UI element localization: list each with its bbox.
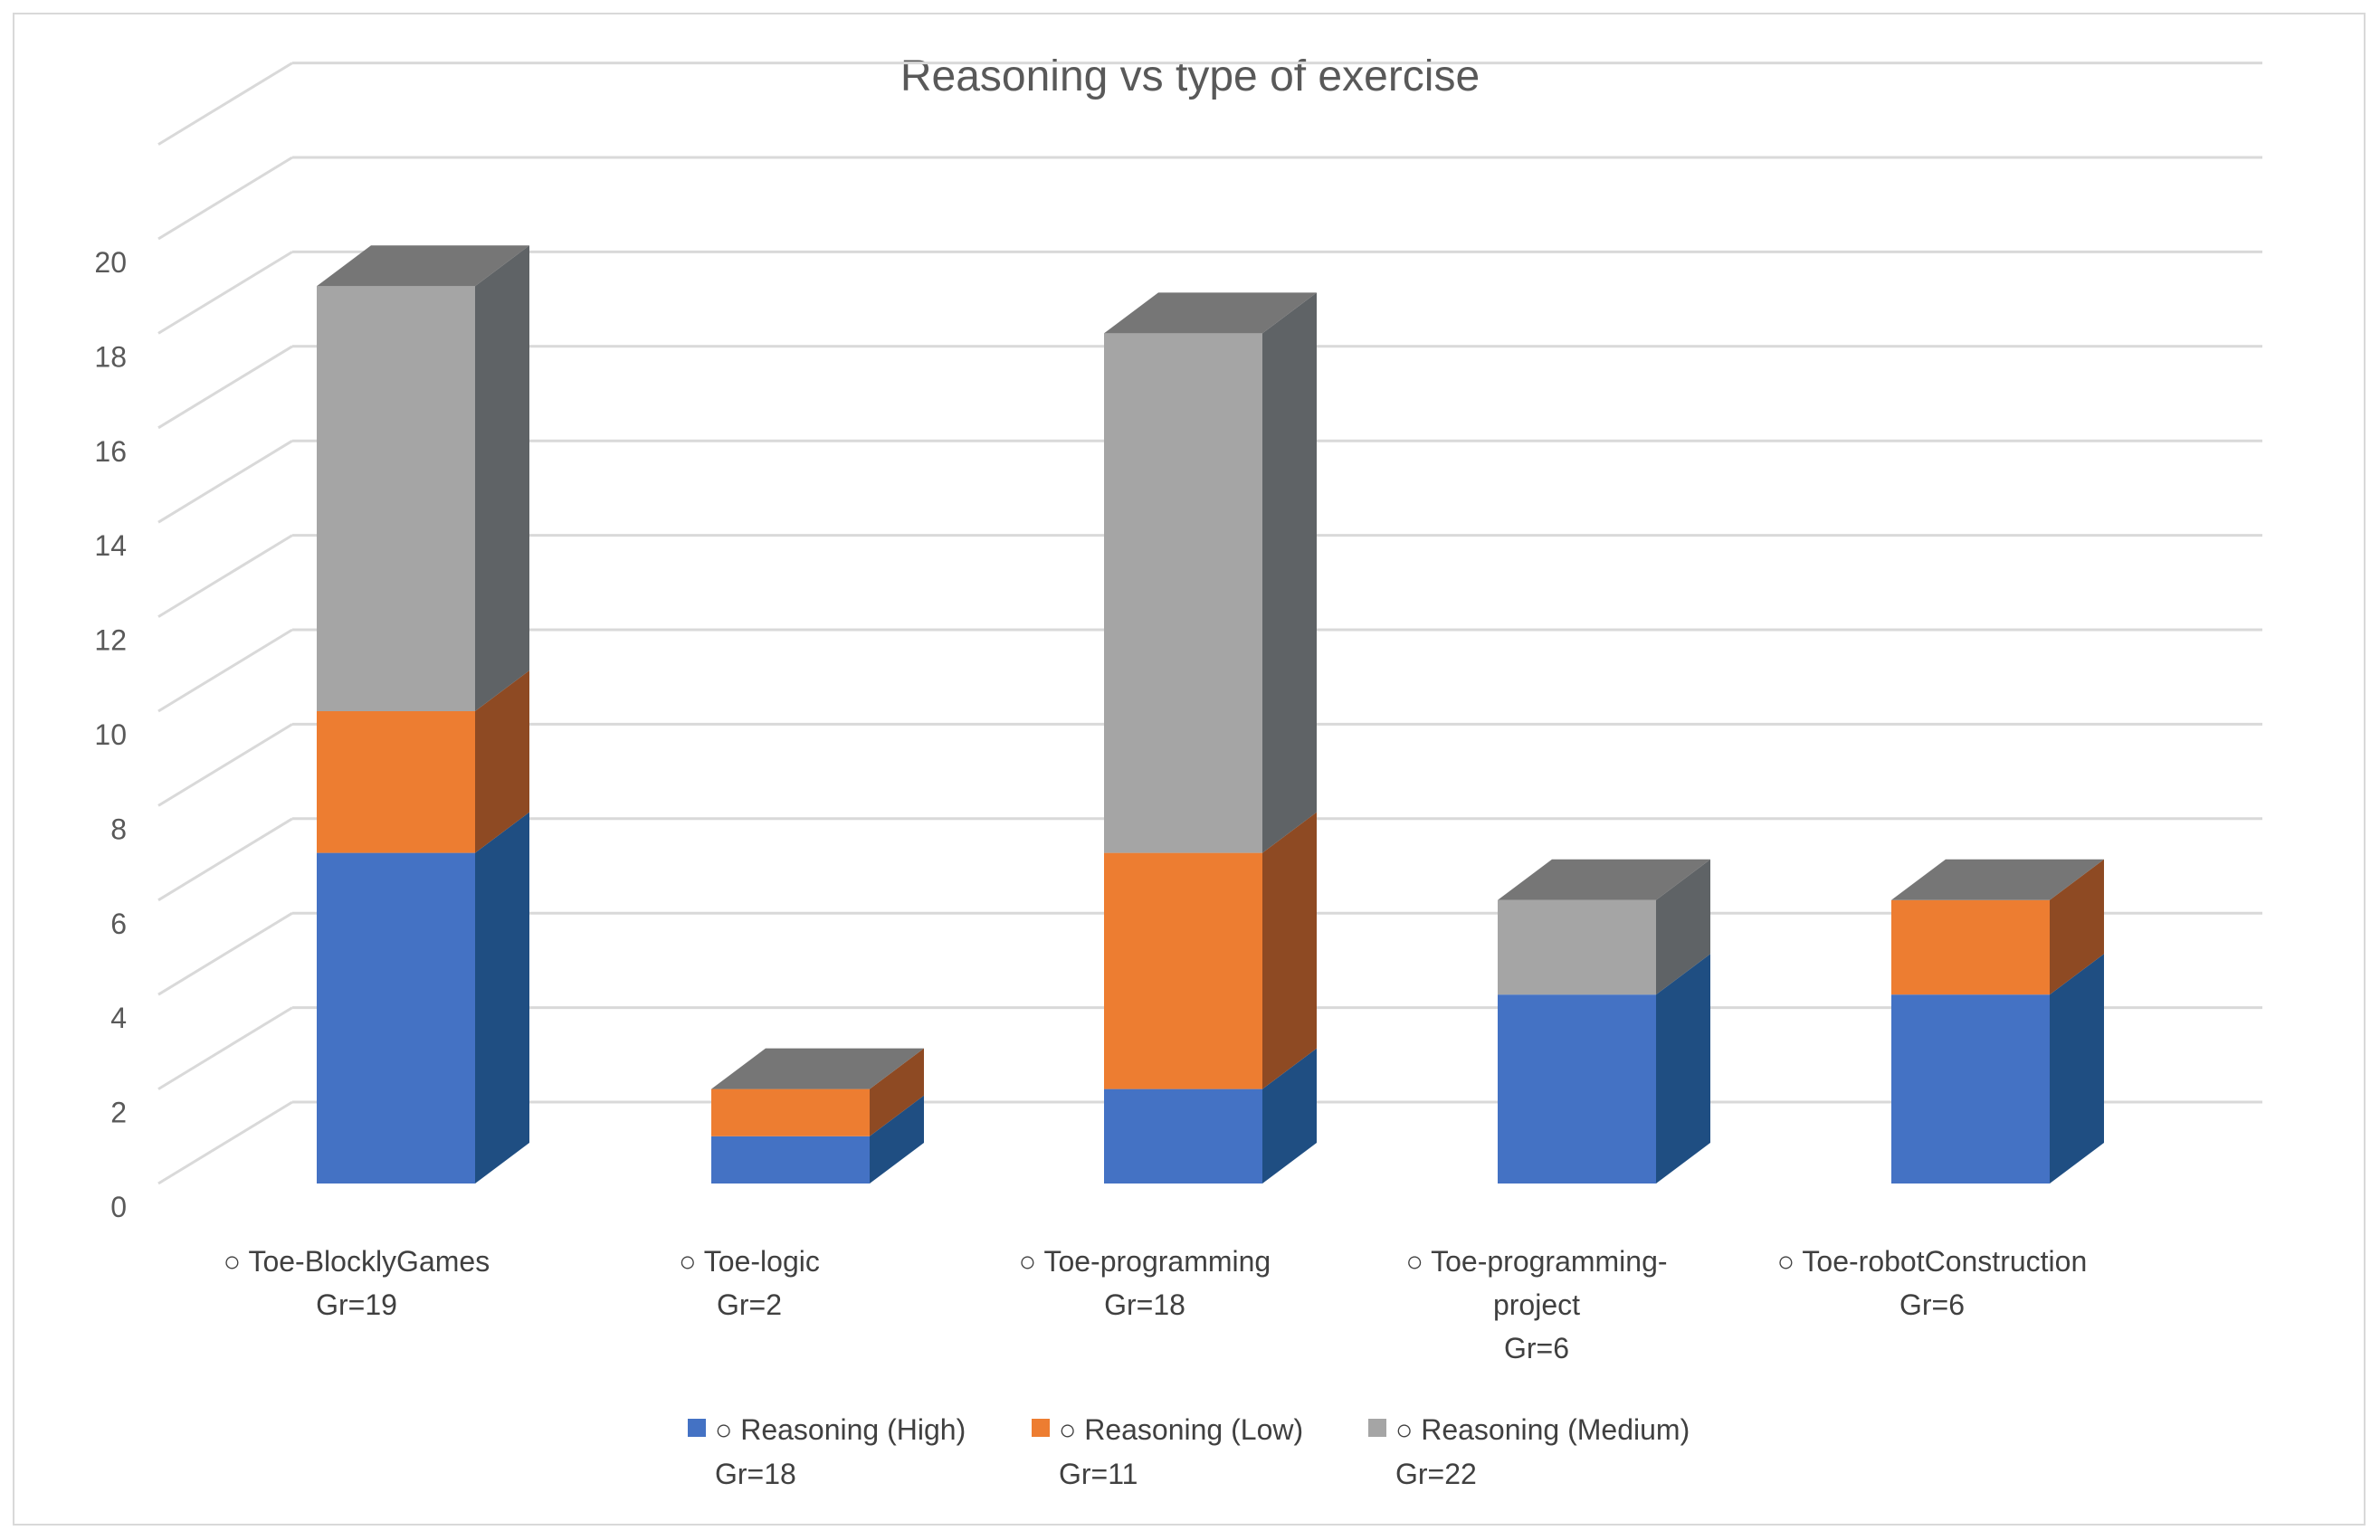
category-labels: ○ Toe-BlocklyGames Gr=19 ○ Toe-logic Gr=2 ○ … xyxy=(224,1245,2087,1364)
category-label: ○ Toe-BlocklyGames xyxy=(224,1245,490,1278)
legend: ○ Reasoning (High) Gr=18 ○ Reasoning (Low)… xyxy=(688,1413,1690,1490)
bar-segment-0-2 xyxy=(317,286,475,711)
bar-side-4-0 xyxy=(2050,954,2104,1184)
legend-group: Gr=18 xyxy=(715,1458,796,1490)
bar-top-0 xyxy=(317,245,529,287)
legend-group: Gr=22 xyxy=(1395,1458,1477,1490)
chart-title: Reasoning vs type of exercise xyxy=(900,52,1480,100)
gridline-side xyxy=(157,1100,293,1185)
bar-segment-2-2 xyxy=(1104,333,1262,853)
y-tick-label: 0 xyxy=(110,1191,127,1223)
bar-segment-4-0 xyxy=(1891,994,2050,1184)
legend-swatch xyxy=(688,1419,706,1437)
y-tick-label: 6 xyxy=(110,908,127,940)
gridline-side xyxy=(157,251,293,335)
category-label: ○ Toe-robotConstruction xyxy=(1777,1245,2087,1278)
bar-top-4 xyxy=(1891,859,2104,900)
gridline-side xyxy=(157,156,293,241)
category-label: ○ Toe-logic xyxy=(679,1245,820,1278)
bar-side-0-1 xyxy=(475,670,529,853)
y-tick-label: 12 xyxy=(94,624,127,657)
bar-segment-3-0 xyxy=(1498,994,1656,1184)
gridline-side xyxy=(157,911,293,996)
category-label: ○ Toe-programming- xyxy=(1405,1245,1667,1278)
bar-segment-3-2 xyxy=(1498,899,1656,995)
gridline-side xyxy=(157,534,293,618)
category-label: project xyxy=(1493,1288,1580,1321)
bar-layer xyxy=(317,245,2104,1184)
y-tick-label: 14 xyxy=(94,529,127,562)
bar-side-2-1 xyxy=(1262,812,1317,1089)
bar-side-0-0 xyxy=(475,812,529,1184)
bar-segment-0-0 xyxy=(317,852,475,1184)
legend-label: ○ Reasoning (Medium) xyxy=(1395,1413,1690,1446)
bar-side-2-2 xyxy=(1262,292,1317,853)
bar-top-3 xyxy=(1498,859,1710,900)
category-label: Gr=6 xyxy=(1504,1332,1569,1364)
category-label: Gr=6 xyxy=(1899,1288,1965,1321)
bar-segment-2-1 xyxy=(1104,852,1262,1089)
bar-top-2 xyxy=(1104,292,1317,334)
y-axis-ticks: 0 2 4 6 8 10 12 14 16 18 20 xyxy=(94,246,127,1223)
bar-side-1-1 xyxy=(870,1048,924,1136)
category-label: Gr=18 xyxy=(1104,1288,1185,1321)
gridline-side xyxy=(157,439,293,524)
y-tick-label: 10 xyxy=(94,718,127,751)
y-tick-label: 4 xyxy=(110,1002,127,1034)
y-tick-label: 8 xyxy=(110,813,127,845)
bar-side-3-0 xyxy=(1656,954,1710,1184)
y-tick-label: 18 xyxy=(94,340,127,373)
gridline-side xyxy=(157,723,293,807)
gridline-side xyxy=(157,628,293,713)
gridline-side xyxy=(157,1006,293,1090)
bar-side-1-0 xyxy=(870,1095,924,1184)
category-label: Gr=2 xyxy=(717,1288,782,1321)
gridline-side xyxy=(157,62,293,146)
bar-segment-1-1 xyxy=(711,1088,870,1136)
bar-segment-0-1 xyxy=(317,711,475,853)
y-tick-label: 20 xyxy=(94,246,127,279)
legend-swatch xyxy=(1368,1419,1386,1437)
legend-label: ○ Reasoning (Low) xyxy=(1059,1413,1303,1446)
gridline-side xyxy=(157,817,293,902)
bar-top-1 xyxy=(711,1048,924,1089)
bar-side-3-2 xyxy=(1656,859,1710,995)
legend-swatch xyxy=(1032,1419,1050,1437)
bar-side-0-2 xyxy=(475,245,529,711)
bar-segment-2-0 xyxy=(1104,1088,1262,1184)
bar-segment-4-1 xyxy=(1891,899,2050,995)
legend-group: Gr=11 xyxy=(1059,1458,1138,1490)
bar-segment-1-0 xyxy=(711,1136,870,1184)
legend-label: ○ Reasoning (High) xyxy=(715,1413,966,1446)
y-tick-label: 16 xyxy=(94,435,127,468)
category-label: ○ Toe-programming xyxy=(1019,1245,1271,1278)
y-tick-label: 2 xyxy=(110,1097,127,1129)
bar-side-2-0 xyxy=(1262,1048,1317,1184)
bar-side-4-1 xyxy=(2050,859,2104,995)
gridline-side xyxy=(157,345,293,430)
category-label: Gr=19 xyxy=(316,1288,397,1321)
